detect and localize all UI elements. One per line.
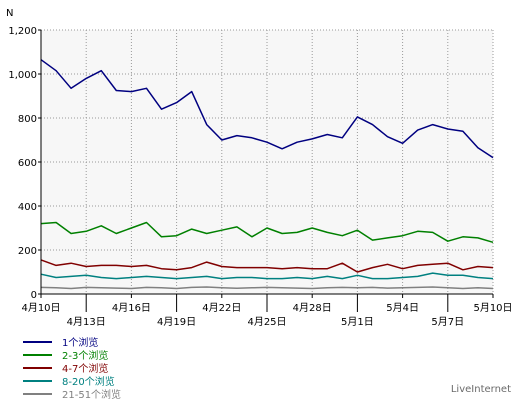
legend-label: 2-3个浏览 bbox=[62, 351, 109, 362]
x-tick-label: 4月16日 bbox=[112, 302, 151, 314]
legend-item: 21-51个浏览 bbox=[23, 387, 122, 401]
legend-swatch bbox=[23, 379, 52, 382]
x-tick-label: 5月7日 bbox=[431, 316, 464, 328]
x-tick-label: 4月28日 bbox=[293, 302, 332, 314]
series-line bbox=[40, 59, 494, 159]
x-tick-label: 4月25日 bbox=[247, 316, 286, 328]
x-axis-ticks: 4月10日 4月13日 4月16日 4月19日 4月22日 4月25日 4月28日 5月1日 5… bbox=[21, 294, 513, 328]
series-lines bbox=[40, 59, 494, 290]
brand-label: LiveInternet bbox=[450, 384, 511, 395]
series-line bbox=[40, 259, 494, 273]
legend-swatch bbox=[23, 366, 52, 369]
legend-label: 4-7个浏览 bbox=[62, 364, 109, 375]
legend-item: 1个浏览 bbox=[23, 335, 121, 349]
x-tick-label: 5月1日 bbox=[341, 316, 374, 328]
legend-swatch bbox=[23, 353, 52, 356]
y-tick-label: 800 bbox=[18, 114, 37, 125]
y-tick-label: 600 bbox=[18, 158, 37, 169]
x-tick-label: 5月10日 bbox=[473, 302, 512, 314]
legend: 1个浏览 2-3个浏览 4-7个浏览 8-20个浏览 21-51个浏览 bbox=[23, 335, 122, 401]
legend-label: 1个浏览 bbox=[62, 338, 99, 349]
y-tick-label: 400 bbox=[18, 202, 37, 213]
series-line bbox=[40, 286, 494, 290]
legend-item: 2-3个浏览 bbox=[23, 348, 121, 362]
x-tick-label: 4月13日 bbox=[67, 316, 106, 328]
legend-label: 8-20个浏览 bbox=[62, 377, 115, 388]
series-line bbox=[40, 221, 494, 244]
legend-item: 8-20个浏览 bbox=[23, 374, 121, 388]
x-tick-label: 4月19日 bbox=[157, 316, 196, 328]
x-tick-label: 4月22日 bbox=[202, 302, 241, 314]
x-tick-label: 4月10日 bbox=[21, 302, 60, 314]
x-tick-label: 5月4日 bbox=[386, 302, 419, 314]
y-tick-label: 1,200 bbox=[8, 26, 37, 37]
legend-swatch bbox=[23, 392, 52, 395]
series-line bbox=[40, 272, 494, 280]
legend-swatch bbox=[23, 340, 52, 343]
grid bbox=[41, 29, 494, 294]
y-axis-label: N bbox=[6, 8, 13, 19]
y-tick-label: 200 bbox=[18, 246, 37, 257]
y-tick-label: 0 bbox=[31, 290, 37, 301]
y-axis-ticks: 0 200 400 600 800 1,000 1,200 bbox=[8, 26, 41, 301]
legend-item: 4-7个浏览 bbox=[23, 361, 121, 375]
legend-label: 21-51个浏览 bbox=[62, 390, 122, 401]
y-tick-label: 1,000 bbox=[8, 70, 37, 81]
